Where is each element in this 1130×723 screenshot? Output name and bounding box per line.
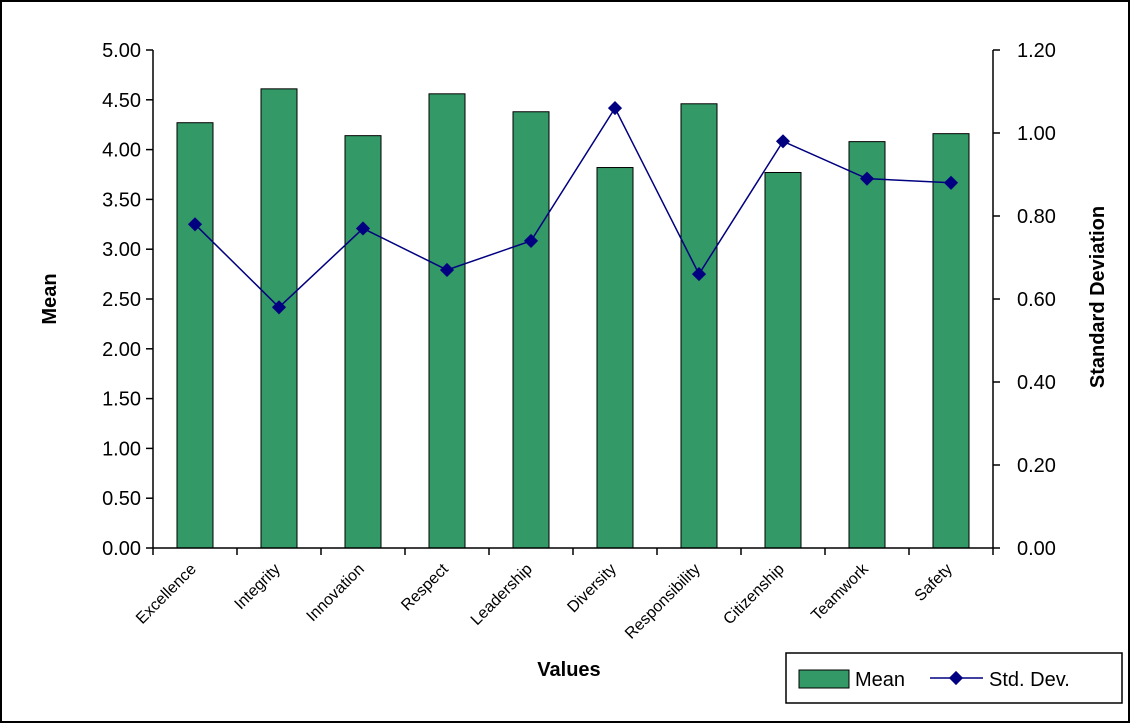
y2-tick-label: 0.60	[1017, 289, 1056, 311]
bar-citizenship	[764, 172, 802, 549]
std-dev-series-line	[194, 106, 952, 309]
legend: Mean Std. Dev.	[785, 652, 1123, 704]
y-tick-label: 0.00	[102, 538, 141, 560]
y2-tick-label: 0.80	[1017, 206, 1056, 228]
bar-excellence	[176, 122, 214, 549]
legend-stddev-marker	[948, 670, 964, 686]
mean-bars	[176, 88, 970, 549]
std-dev-point-respect	[439, 262, 455, 278]
y-tick-label: 2.00	[102, 339, 141, 361]
std-dev-point-diversity	[607, 101, 623, 116]
y-tick-label: 3.00	[102, 239, 141, 261]
bar-integrity	[260, 88, 298, 549]
y2-tick-label: 0.40	[1017, 372, 1056, 394]
legend-stddev-label: Std. Dev.	[989, 669, 1070, 691]
legend-mean-swatch	[798, 669, 850, 689]
y-tick-label: 0.50	[102, 488, 141, 510]
y-tick-label: 5.00	[102, 40, 141, 62]
std-dev-point-excellence	[187, 217, 203, 232]
y2-tick-label: 0.20	[1017, 455, 1056, 477]
left-axis-ticks: 0.00 0.50 1.00 1.50 2.00 2.50 3.00 3.50 4.00 4.50…	[102, 40, 994, 560]
y2-tick-label: 1.20	[1017, 40, 1056, 62]
std-dev-point-citizenship	[775, 134, 791, 149]
y-tick-label: 1.50	[102, 389, 141, 411]
y-axis-title: Mean	[39, 273, 61, 324]
right-axis-ticks: 0.00 0.20 0.40 0.60 0.80 1.00 1.20	[993, 40, 1056, 560]
std-dev-point-leadership	[523, 233, 539, 248]
bar-innovation	[344, 135, 382, 549]
bar-teamwork	[848, 141, 886, 549]
bar-respect	[428, 93, 466, 549]
bar-safety	[932, 133, 970, 549]
bar-leadership	[512, 111, 550, 549]
y-tick-label: 4.50	[102, 90, 141, 112]
legend-mean-label: Mean	[855, 669, 905, 691]
bar-responsibility	[680, 103, 718, 549]
y-tick-label: 1.00	[102, 438, 141, 460]
std-dev-point-responsibility	[691, 267, 707, 282]
bar-diversity	[596, 167, 634, 549]
std-dev-point-innovation	[355, 221, 371, 236]
y2-tick-label: 0.00	[1017, 538, 1056, 560]
y2-axis-title: Standard Deviation	[1087, 206, 1109, 388]
std-dev-point-integrity	[271, 300, 287, 315]
y-tick-label: 4.00	[102, 140, 141, 162]
std-dev-line	[187, 101, 959, 315]
std-dev-point-safety	[943, 175, 959, 190]
x-axis-title: Values	[537, 659, 600, 681]
std-dev-point-teamwork	[859, 171, 875, 186]
y-tick-label: 2.50	[102, 289, 141, 311]
y2-tick-label: 1.00	[1017, 123, 1056, 145]
y-tick-label: 3.50	[102, 189, 141, 211]
